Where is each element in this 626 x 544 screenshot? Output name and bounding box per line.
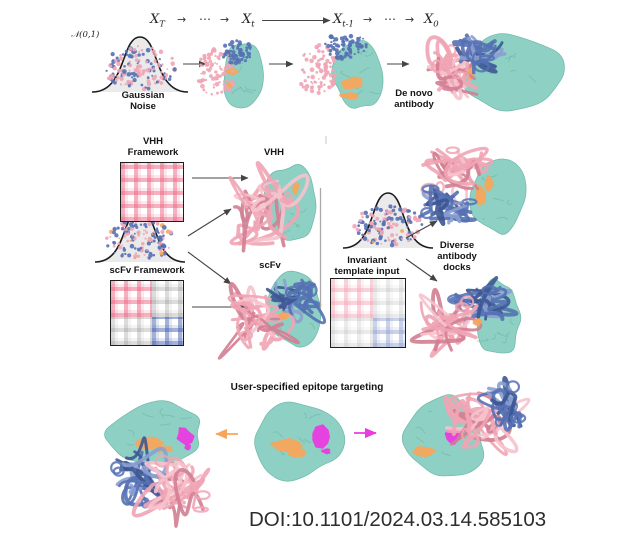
de-novo-antibody-structure xyxy=(425,33,565,112)
vhh-label: VHH xyxy=(263,147,285,158)
flow-arrow xyxy=(405,258,438,282)
arrow-right-icon: → xyxy=(177,13,187,26)
diverse-dock-structure-2 xyxy=(409,276,522,358)
arrow-right-icon: → xyxy=(405,13,415,26)
flow-arrow xyxy=(405,220,438,239)
state-xt1-label: Xt-1 xyxy=(333,12,354,30)
epitope-structure-left xyxy=(104,400,211,528)
ellipsis: ⋯ xyxy=(199,12,212,26)
epitope-structure-right xyxy=(401,375,531,477)
gaussian-noise-label: Gaussian Noise xyxy=(121,90,165,113)
scfv-framework-label: scFv Framework xyxy=(109,265,185,276)
scfv-label: scFv xyxy=(259,260,281,271)
arrow-right-icon: → xyxy=(363,13,373,26)
diffusion-state-t xyxy=(196,39,264,109)
vhh-structure xyxy=(228,161,317,253)
noise-scatter xyxy=(105,218,174,260)
diverse-dock-structure-1 xyxy=(418,146,527,235)
interchain-block xyxy=(331,317,374,347)
state-xt-label: Xt xyxy=(242,12,255,30)
invariant-template-label: Invariant template input xyxy=(334,255,400,278)
diffusion-state-t1 xyxy=(299,33,384,109)
light-chain-block xyxy=(152,317,183,345)
heavy-chain-block xyxy=(331,279,374,318)
noise-distribution-label: 𝒩(0,1) xyxy=(71,30,100,40)
flow-arrow xyxy=(187,251,232,285)
arrow-right-icon: → xyxy=(220,13,230,26)
vhh-contact-map xyxy=(120,162,184,222)
light-chain-block xyxy=(373,317,405,347)
interchain-block xyxy=(373,279,405,318)
epitope-structure-center xyxy=(254,401,346,482)
state-xT-label: XT xyxy=(150,12,165,30)
interchain-block xyxy=(152,281,183,318)
doi-text: DOI:10.1101/2024.03.14.585103 xyxy=(249,508,547,531)
flow-arrow xyxy=(187,208,232,237)
noise-scatter xyxy=(352,204,424,248)
interchain-block xyxy=(111,317,153,345)
scfv-structure xyxy=(218,270,326,360)
state-x0-label: X0 xyxy=(424,12,439,30)
noise-scatter xyxy=(105,45,177,92)
vhh-framework-label: VHH Framework xyxy=(127,136,179,159)
diverse-docks-label: Diverse antibody docks xyxy=(437,240,477,274)
heavy-chain-block xyxy=(111,281,153,318)
epitope-targeting-title: User-specified epitope targeting xyxy=(230,382,384,393)
ellipsis: ⋯ xyxy=(384,12,397,26)
de-novo-antibody-label: De novo antibody xyxy=(394,88,434,111)
scfv-contact-map xyxy=(110,280,184,346)
invariant-template-map xyxy=(330,278,406,348)
